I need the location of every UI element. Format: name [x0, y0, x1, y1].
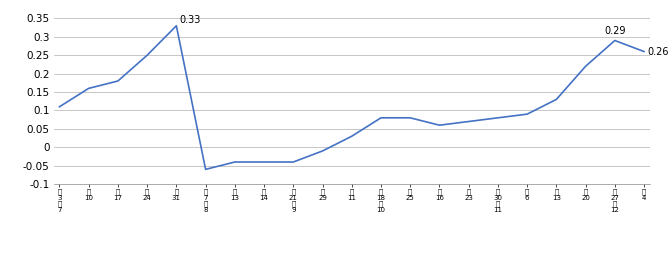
Text: 0.33: 0.33 — [180, 15, 201, 25]
Text: 0.26: 0.26 — [647, 47, 669, 57]
Text: 0.29: 0.29 — [604, 26, 626, 36]
